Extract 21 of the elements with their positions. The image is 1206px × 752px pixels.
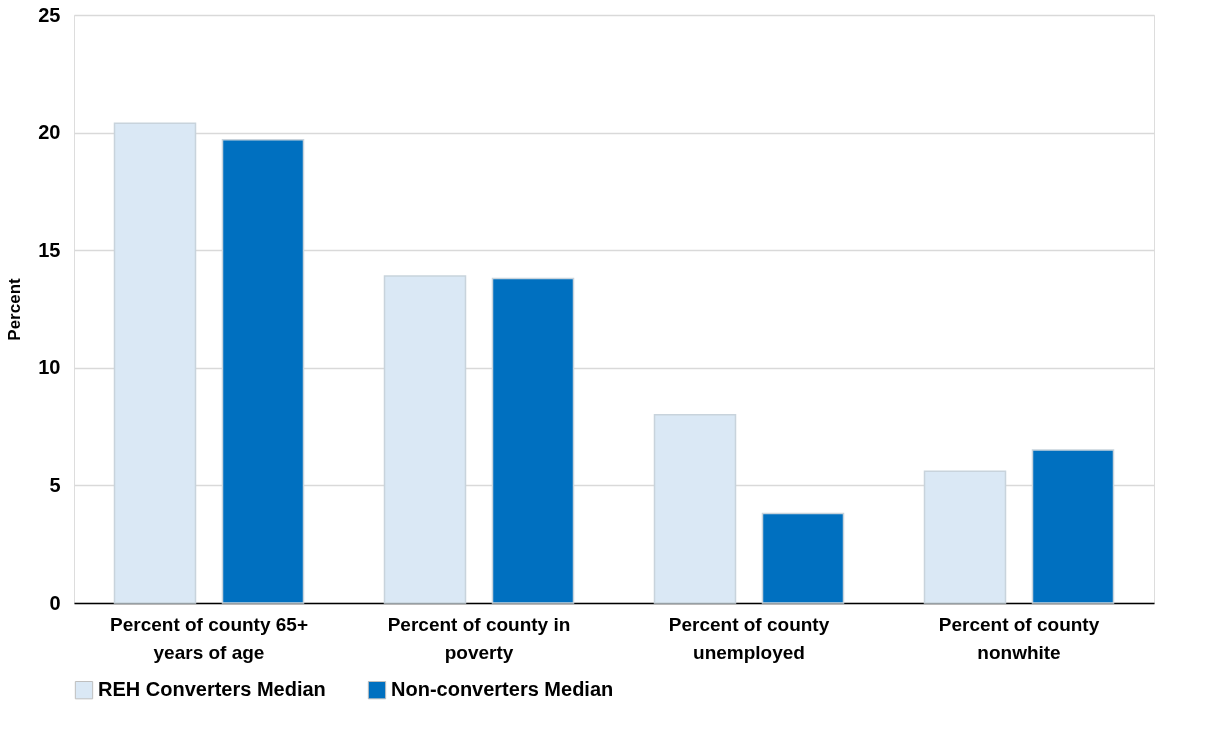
bar: [383, 275, 467, 604]
y-tick-label: 15: [38, 238, 61, 261]
x-tick-label: Percent of county unemployed: [668, 613, 830, 663]
bar: [923, 470, 1007, 604]
x-tick-label: Percent of county 65+ years of age: [110, 613, 308, 663]
y-tick-label: 20: [38, 121, 61, 144]
bar: [491, 277, 575, 604]
y-tick-label: 0: [49, 591, 61, 614]
y-tick-label: 25: [38, 3, 61, 26]
bar: [761, 512, 845, 604]
legend-label: Non-converters Median: [391, 678, 614, 701]
bar: [113, 122, 197, 604]
bar: [1031, 449, 1115, 604]
y-axis-title: Percent: [5, 277, 25, 341]
legend-label: REH Converters Median: [98, 678, 326, 701]
bar: [653, 414, 737, 604]
x-tick-label: Percent of county in poverty: [387, 613, 571, 663]
y-tick-label: 5: [49, 473, 61, 496]
bar: [221, 138, 305, 604]
x-tick-label: Percent of county nonwhite: [938, 613, 1100, 663]
y-tick-label: 10: [38, 356, 61, 379]
